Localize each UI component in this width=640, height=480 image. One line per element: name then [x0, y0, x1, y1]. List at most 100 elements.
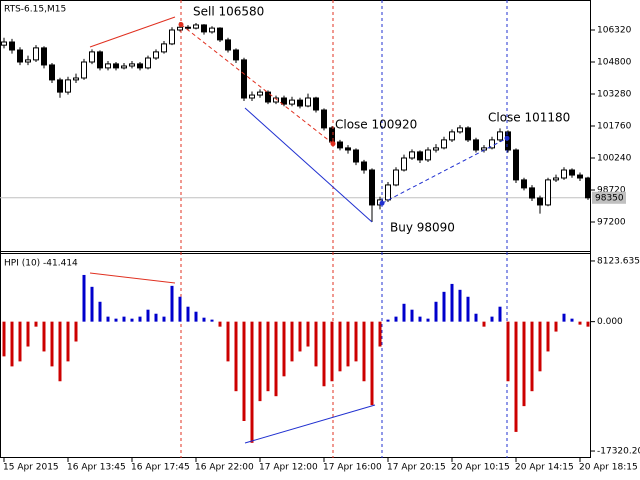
candle-body	[25, 59, 31, 63]
histogram-bar	[58, 321, 62, 382]
candle-body	[177, 26, 183, 31]
candle-body	[105, 63, 111, 69]
last-price-box	[592, 191, 626, 204]
histogram-bar	[426, 318, 430, 322]
histogram-bar	[42, 321, 46, 352]
candle-body	[297, 99, 303, 107]
histogram-bar	[482, 321, 486, 327]
histogram-bar	[130, 318, 134, 322]
histogram-bar	[202, 317, 206, 322]
candle-body	[489, 139, 495, 149]
x-tick-label: 17 Apr 20:15	[387, 463, 446, 473]
candle-body	[353, 149, 359, 163]
trade-path	[381, 137, 508, 204]
candle-body	[97, 51, 103, 69]
histogram-bar	[218, 321, 222, 327]
indicator-title: HPI (10) -41.414	[4, 259, 78, 269]
histogram-bar	[378, 321, 382, 347]
histogram-bar	[522, 321, 526, 407]
trade-marker	[504, 135, 510, 141]
histogram-bar	[98, 301, 102, 322]
histogram-bar	[154, 313, 158, 322]
x-tick-label: 17 Apr 16:00	[323, 463, 382, 473]
histogram-bar	[346, 321, 350, 367]
candle-body	[57, 79, 63, 93]
histogram-bar	[266, 321, 270, 392]
histogram-bar	[250, 321, 254, 443]
candle-body	[505, 131, 511, 151]
x-tick-label: 20 Apr 10:15	[451, 463, 510, 473]
candle-body	[41, 47, 47, 66]
histogram-bar	[570, 318, 574, 322]
candle-body	[561, 169, 567, 179]
histogram-bar	[498, 306, 502, 322]
histogram-bar	[314, 321, 318, 367]
candle-body	[1, 41, 7, 46]
candle-body	[185, 26, 191, 29]
histogram-bar	[474, 313, 478, 322]
histogram-bar	[402, 303, 406, 322]
candle-body	[33, 47, 39, 61]
histogram-bar	[82, 274, 86, 322]
trade-label: Close 101180	[488, 111, 570, 125]
y-tick-label: 0.000	[597, 317, 623, 327]
histogram-bar	[386, 319, 390, 322]
histogram-bar	[586, 321, 590, 327]
histogram-bar	[258, 321, 262, 402]
candle-body	[169, 29, 175, 45]
histogram-bar	[210, 319, 214, 322]
candle-body	[249, 94, 255, 99]
histogram-bar	[282, 321, 286, 377]
trade-marker	[379, 200, 385, 206]
candle-body	[345, 147, 351, 151]
candle-body	[457, 127, 463, 133]
trend-line	[244, 107, 373, 223]
histogram-bar	[506, 321, 510, 382]
y-tick-label: 8123.635	[597, 256, 640, 266]
candle-body	[537, 197, 543, 206]
candle-body	[369, 169, 375, 206]
candle-body	[81, 61, 87, 79]
histogram-bar	[434, 301, 438, 322]
candle-body	[49, 64, 55, 81]
histogram-bar	[106, 316, 110, 322]
histogram-bar	[226, 321, 230, 362]
histogram-bar	[578, 321, 582, 325]
candle-body	[225, 39, 231, 51]
histogram-bar	[114, 318, 118, 322]
histogram-bar	[26, 321, 30, 347]
trade-marker	[178, 22, 184, 28]
y-tick-label: -17320.205	[597, 447, 640, 457]
histogram-bar	[362, 321, 366, 382]
trade-path	[180, 24, 334, 145]
y-tick-label: 106320	[597, 26, 632, 36]
candle-body	[305, 97, 311, 107]
histogram-bar	[442, 291, 446, 322]
histogram-bar	[34, 321, 38, 327]
trade-label: Close 100920	[335, 118, 417, 132]
histogram-bar	[162, 316, 166, 322]
candle-body	[473, 139, 479, 151]
histogram-bar	[410, 309, 414, 322]
histogram-bar	[538, 321, 542, 372]
candle-body	[465, 127, 471, 141]
histogram-bar	[18, 321, 22, 362]
candle-body	[577, 174, 583, 179]
x-tick-label: 20 Apr 18:15	[579, 463, 638, 473]
histogram-bar	[186, 306, 190, 322]
candle-body	[289, 99, 295, 105]
candle-body	[337, 141, 343, 149]
candle-body	[193, 24, 199, 29]
x-tick-label: 16 Apr 22:00	[195, 463, 254, 473]
histogram-bar	[178, 296, 182, 322]
histogram-bar	[562, 313, 566, 322]
histogram-bar	[50, 321, 54, 367]
histogram-bar	[322, 321, 326, 387]
histogram-bar	[242, 321, 246, 421]
candle-body	[201, 24, 207, 33]
trend-line	[89, 272, 176, 284]
histogram-bar	[74, 321, 78, 342]
y-tick-label: 100240	[597, 154, 632, 164]
plot-layer	[0, 0, 591, 458]
candle-body	[441, 139, 447, 149]
